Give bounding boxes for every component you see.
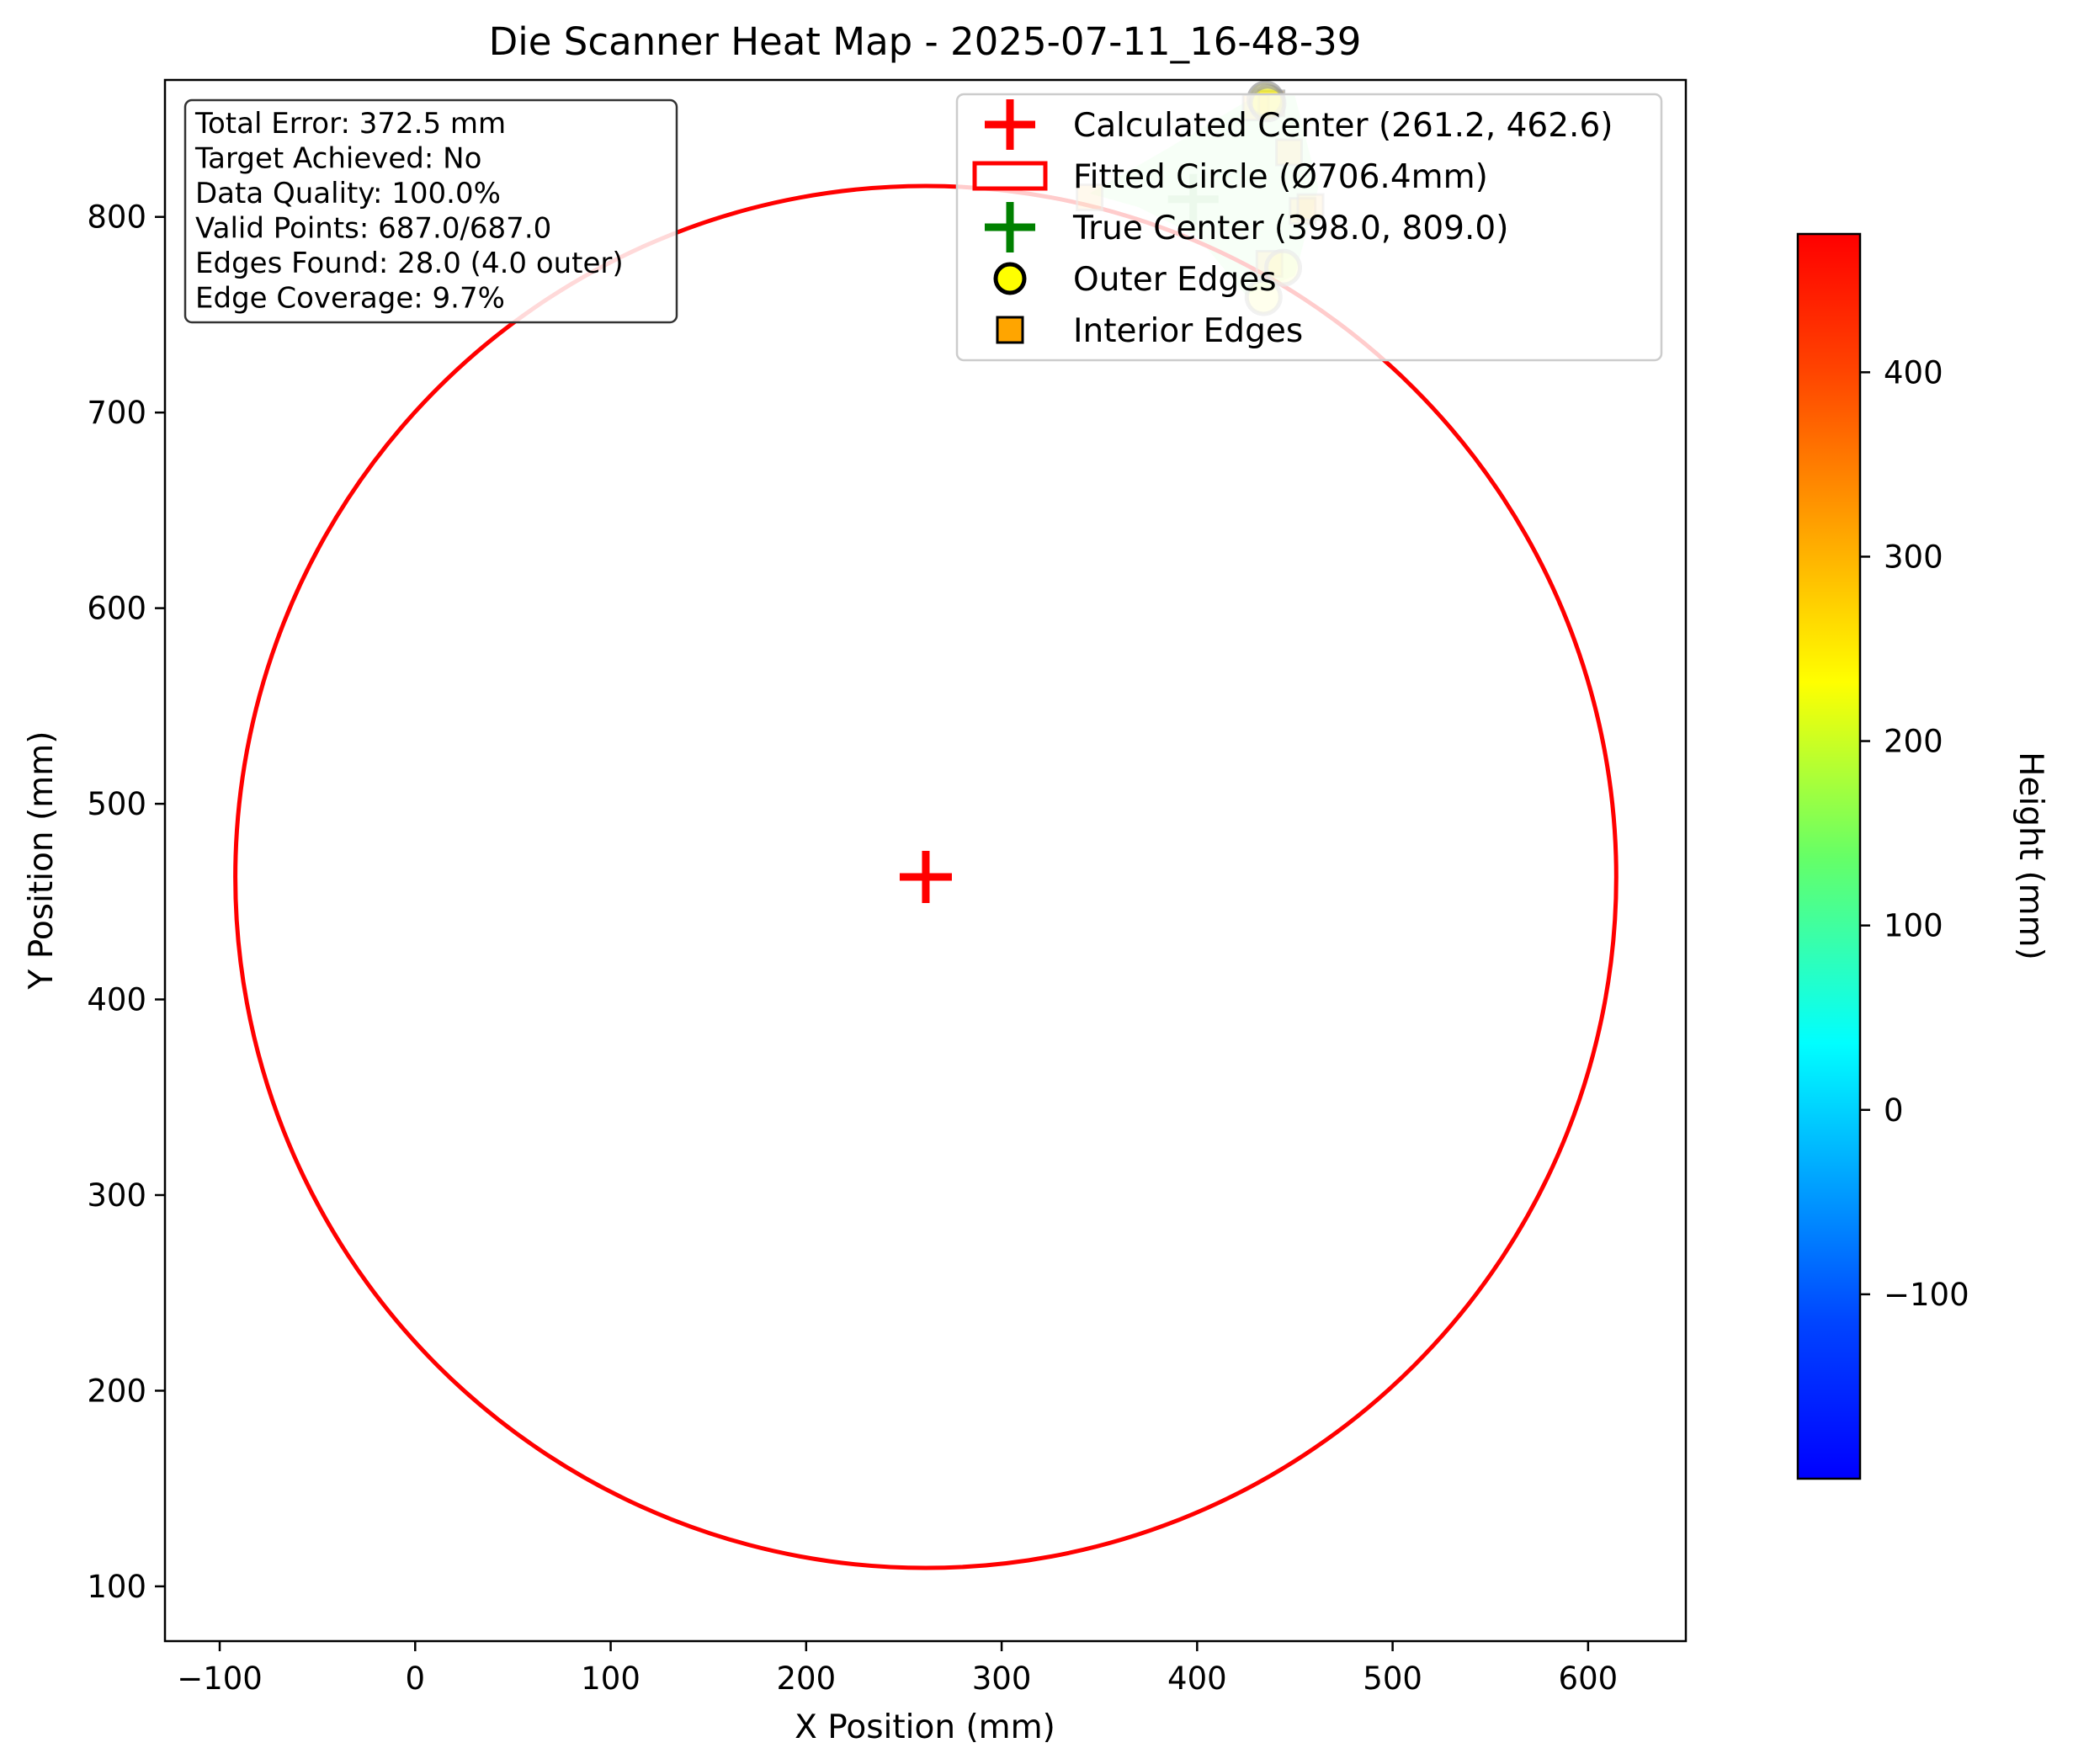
- stats-line: Total Error: 372.5 mm: [194, 107, 506, 141]
- legend-marker-circle: [993, 262, 1027, 295]
- fitted-circle: [233, 183, 1619, 1570]
- x-tick-label: −100: [177, 1660, 263, 1697]
- x-tick-label: 0: [406, 1660, 426, 1697]
- y-tick-label: 400: [87, 982, 146, 1018]
- legend-label: True Center (398.0, 809.0): [1072, 210, 1508, 247]
- colorbar-tick-label: −100: [1884, 1277, 1969, 1313]
- x-tick-label: 500: [1363, 1660, 1422, 1697]
- x-tick-label: 200: [777, 1660, 837, 1697]
- colorbar: −100 0 100 200 300 400 Height (mm): [1796, 232, 2049, 1480]
- x-axis-label: X Position (mm): [795, 1708, 1055, 1746]
- colorbar-tick-label: 300: [1884, 539, 1943, 575]
- stats-line: Target Achieved: No: [194, 142, 481, 176]
- legend-marker-plus: [985, 202, 1035, 252]
- y-tick-label: 100: [87, 1569, 146, 1605]
- x-tick-label: 300: [972, 1660, 1032, 1697]
- x-tick-label: 400: [1167, 1660, 1227, 1697]
- stats-line: Valid Points: 687.0/687.0: [195, 212, 551, 246]
- legend-marker-plus: [985, 99, 1035, 150]
- stats-line: Edge Coverage: 9.7%: [195, 282, 505, 316]
- legend-marker-rect: [972, 161, 1048, 191]
- x-tick-label: 100: [581, 1660, 641, 1697]
- legend-label: Outer Edges: [1073, 261, 1277, 299]
- colorbar-tick-label: 100: [1884, 908, 1943, 944]
- y-tick-label: 200: [87, 1373, 146, 1409]
- legend-label: Interior Edges: [1073, 312, 1303, 350]
- colorbar-label: Height (mm): [2012, 752, 2049, 960]
- legend-label: Fitted Circle (Ø706.4mm): [1073, 158, 1488, 196]
- y-tick-label: 500: [87, 786, 146, 822]
- legend-label: Calculated Center (261.2, 462.6): [1073, 107, 1613, 145]
- calculated-center-marker: [899, 851, 952, 904]
- stats-line: Edges Found: 28.0 (4.0 outer): [195, 247, 624, 280]
- colorbar-tick-label: 0: [1884, 1092, 1904, 1129]
- y-tick-label: 600: [87, 591, 146, 627]
- stats-box-frame: [183, 98, 678, 324]
- legend: Calculated Center (261.2, 462.6) Fitted C…: [955, 93, 1663, 362]
- colorbar-tick-label: 200: [1884, 724, 1943, 760]
- x-tick-label: 600: [1559, 1660, 1619, 1697]
- chart-title: Die Scanner Heat Map - 2025-07-11_16-48-…: [489, 19, 1362, 64]
- colorbar-gradient: [1796, 232, 1862, 1480]
- y-axis-label: Y Position (mm): [23, 731, 61, 991]
- y-tick-label: 700: [87, 395, 146, 431]
- colorbar-tick-label: 400: [1884, 354, 1943, 391]
- y-tick-label: 300: [87, 1177, 146, 1214]
- stats-line: Data Quality: 100.0%: [195, 177, 501, 210]
- legend-marker-square: [996, 316, 1024, 344]
- y-tick-label: 800: [87, 199, 146, 236]
- plot-frame: [163, 78, 1688, 1643]
- legend-frame: [955, 93, 1663, 362]
